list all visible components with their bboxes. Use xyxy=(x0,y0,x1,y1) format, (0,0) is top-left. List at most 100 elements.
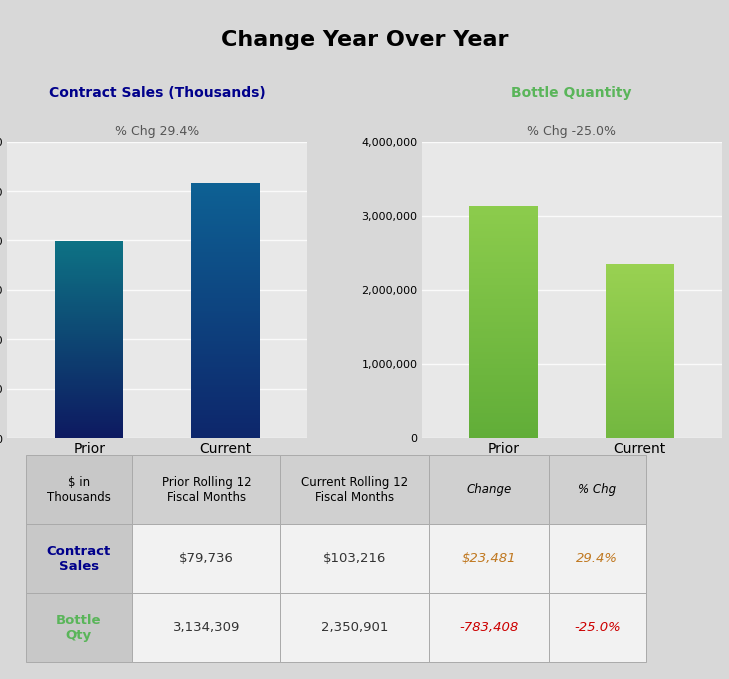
Bar xyxy=(55,271,123,273)
Bar xyxy=(55,293,123,294)
Bar xyxy=(469,403,537,405)
Bar xyxy=(606,377,674,379)
Bar xyxy=(55,409,123,411)
Bar xyxy=(55,369,123,371)
Bar xyxy=(55,389,123,391)
Bar xyxy=(192,407,260,410)
Bar xyxy=(606,373,674,375)
Bar xyxy=(192,201,260,204)
Bar xyxy=(55,269,123,271)
Bar xyxy=(192,346,260,349)
Bar xyxy=(55,302,123,304)
Bar xyxy=(606,318,674,320)
Bar xyxy=(606,276,674,278)
Bar xyxy=(55,308,123,310)
Bar xyxy=(469,410,537,413)
Bar xyxy=(469,236,537,238)
Text: Prior Rolling 12
Fiscal Months: Prior Rolling 12 Fiscal Months xyxy=(162,476,252,504)
Bar xyxy=(55,265,123,267)
Bar xyxy=(469,232,537,234)
Bar xyxy=(606,269,674,271)
Text: % Chg: % Chg xyxy=(578,483,616,496)
Bar xyxy=(606,306,674,308)
Bar xyxy=(55,298,123,300)
Bar xyxy=(469,350,537,352)
Bar xyxy=(192,323,260,326)
Bar xyxy=(469,292,537,294)
Bar xyxy=(55,359,123,361)
Bar xyxy=(606,352,674,354)
Bar xyxy=(55,324,123,326)
Bar xyxy=(606,281,674,283)
Bar xyxy=(55,289,123,291)
Bar xyxy=(606,416,674,417)
Bar xyxy=(192,394,260,397)
Bar xyxy=(469,431,537,433)
Bar xyxy=(55,342,123,344)
Bar xyxy=(606,360,674,361)
Bar xyxy=(192,188,260,191)
Bar xyxy=(55,385,123,387)
Bar xyxy=(606,386,674,388)
Bar xyxy=(55,263,123,265)
Bar xyxy=(192,333,260,336)
Bar xyxy=(192,186,260,188)
Bar xyxy=(469,399,537,401)
Bar xyxy=(469,359,537,361)
Bar xyxy=(606,301,674,302)
Bar xyxy=(606,382,674,384)
Bar xyxy=(55,426,123,428)
Bar xyxy=(606,280,674,281)
Text: 2,350,901: 2,350,901 xyxy=(321,621,388,634)
Bar xyxy=(192,270,260,272)
Bar xyxy=(606,398,674,400)
Bar xyxy=(469,315,537,317)
Bar xyxy=(55,377,123,379)
Bar xyxy=(606,405,674,407)
Bar xyxy=(469,387,537,389)
Bar xyxy=(469,356,537,359)
Bar xyxy=(192,244,260,247)
Bar xyxy=(606,394,674,397)
Bar xyxy=(469,333,537,336)
Bar xyxy=(469,415,537,417)
Bar xyxy=(192,206,260,208)
Bar xyxy=(606,329,674,330)
Bar xyxy=(192,342,260,344)
Bar xyxy=(55,352,123,353)
Bar xyxy=(469,215,537,217)
Text: Current Rolling 12
Fiscal Months: Current Rolling 12 Fiscal Months xyxy=(301,476,408,504)
Bar xyxy=(606,414,674,416)
Bar xyxy=(606,332,674,333)
Bar xyxy=(192,430,260,433)
Bar xyxy=(469,369,537,371)
Bar xyxy=(55,350,123,352)
Bar xyxy=(606,295,674,297)
Bar xyxy=(469,338,537,341)
Bar xyxy=(55,401,123,403)
Bar xyxy=(192,308,260,310)
Bar xyxy=(606,320,674,321)
Bar xyxy=(606,424,674,426)
Bar xyxy=(192,262,260,265)
Bar xyxy=(55,411,123,412)
Bar xyxy=(55,316,123,318)
Bar xyxy=(606,309,674,311)
Bar xyxy=(606,403,674,405)
Bar xyxy=(469,306,537,308)
Text: % Chg 29.4%: % Chg 29.4% xyxy=(115,126,200,139)
Bar xyxy=(606,348,674,349)
Bar xyxy=(469,428,537,431)
Bar xyxy=(469,289,537,292)
Bar xyxy=(192,242,260,244)
Bar xyxy=(469,373,537,375)
Bar xyxy=(55,318,123,320)
Bar xyxy=(55,300,123,302)
Bar xyxy=(469,343,537,345)
Bar xyxy=(606,419,674,421)
Bar xyxy=(55,436,123,438)
Bar xyxy=(192,198,260,201)
Bar xyxy=(55,416,123,418)
Bar xyxy=(606,268,674,269)
Bar xyxy=(55,340,123,342)
